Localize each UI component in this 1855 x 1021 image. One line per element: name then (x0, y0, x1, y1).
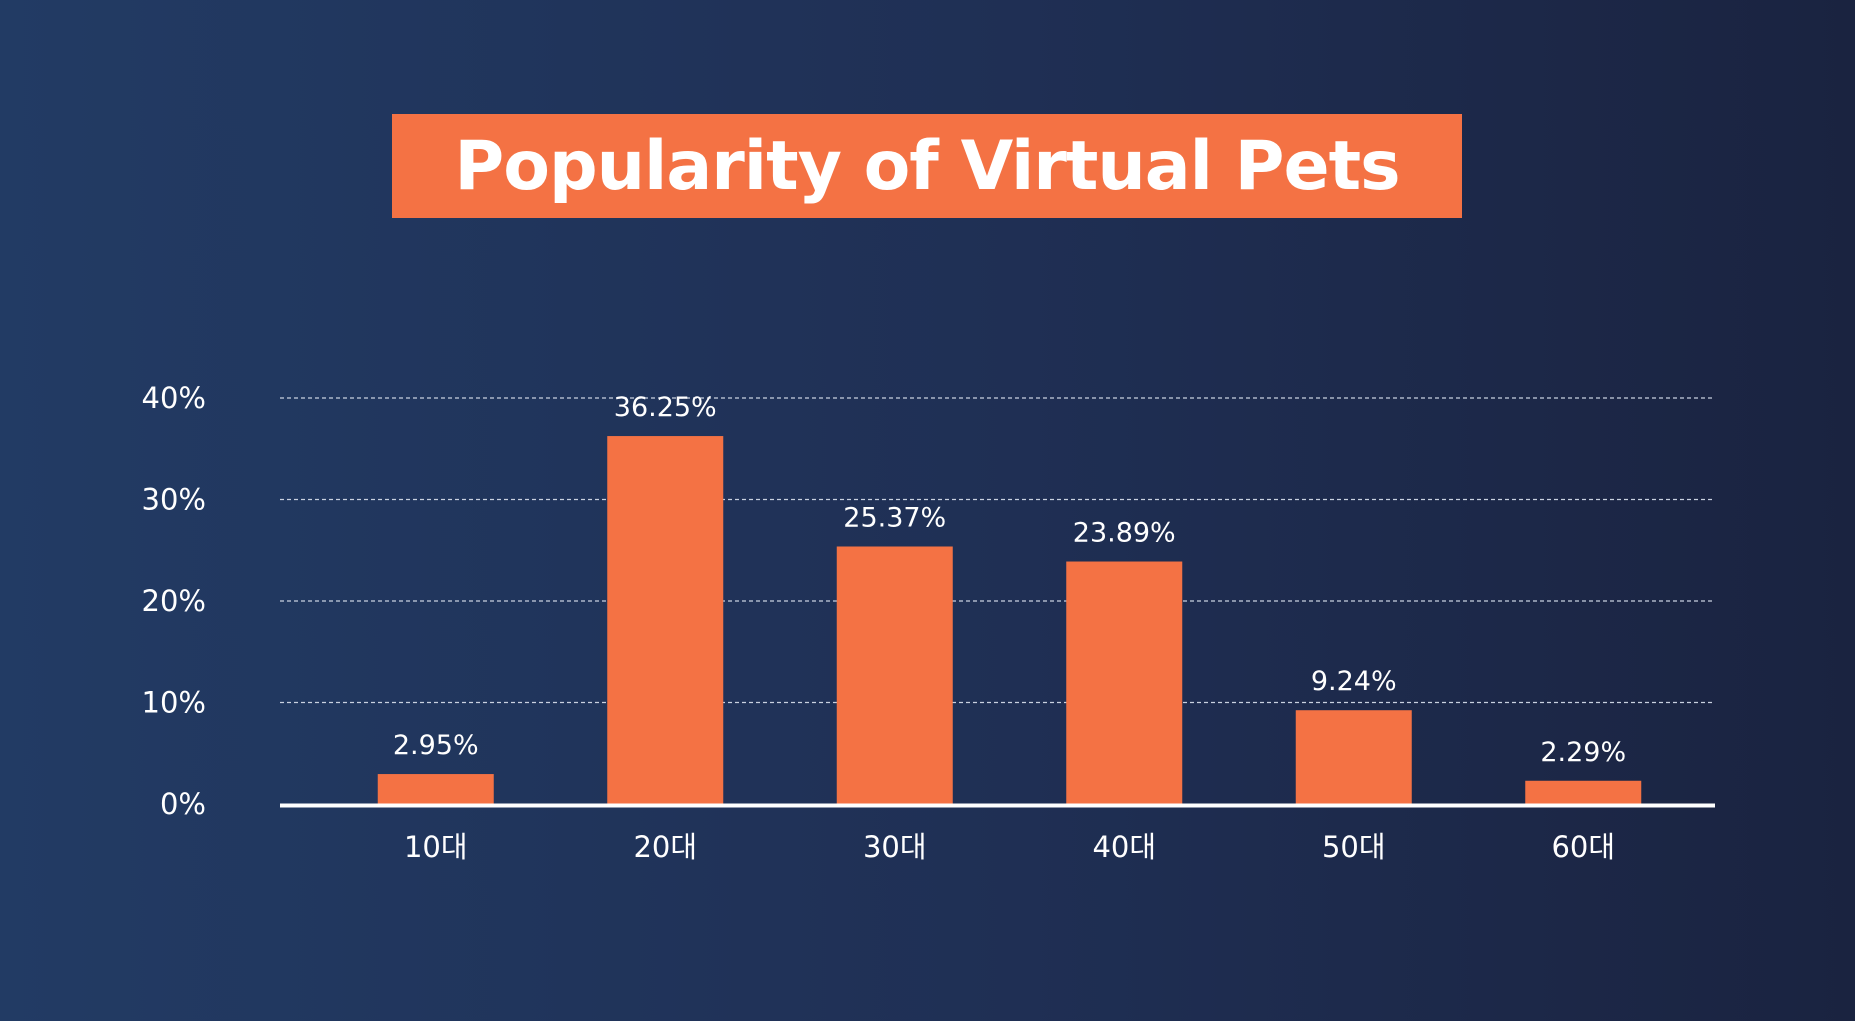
bars (377, 436, 1642, 804)
data-labels: 2.95% 36.25% 25.37% 23.89% 9.24% 2.29% (393, 392, 1626, 768)
x-tick-label: 50대 (1322, 830, 1386, 864)
bar-20대 (607, 436, 724, 804)
x-tick-label: 40대 (1092, 830, 1156, 864)
chart-title: Popularity of Virtual Pets (454, 126, 1400, 206)
bar-30대 (836, 546, 953, 804)
y-tick-label: 30% (142, 483, 206, 517)
y-tick-label: 20% (142, 584, 206, 618)
y-tick-label: 0% (160, 787, 206, 821)
bar-value-label: 2.29% (1540, 737, 1626, 768)
bar-value-label: 23.89% (1073, 518, 1176, 549)
y-tick-label: 40% (142, 381, 206, 415)
title-banner: Popularity of Virtual Pets (392, 114, 1462, 218)
y-axis-tick-labels: 0% 10% 20% 30% 40% (142, 381, 206, 821)
y-tick-label: 10% (142, 686, 206, 720)
x-tick-label: 30대 (863, 830, 927, 864)
bar-value-label: 25.37% (843, 502, 946, 533)
x-axis-tick-labels: 10대 20대 30대 40대 50대 60대 (404, 830, 1615, 864)
bar-value-label: 9.24% (1311, 666, 1397, 697)
bar-40대 (1066, 561, 1183, 804)
bar-60대 (1525, 780, 1642, 804)
gridlines (280, 397, 1712, 704)
bar-value-label: 2.95% (393, 730, 479, 761)
x-tick-label: 60대 (1551, 830, 1615, 864)
x-tick-label: 20대 (633, 830, 697, 864)
bar-50대 (1295, 710, 1412, 804)
x-tick-label: 10대 (404, 830, 468, 864)
bar-value-label: 36.25% (614, 392, 717, 423)
bar-10대 (377, 774, 494, 804)
